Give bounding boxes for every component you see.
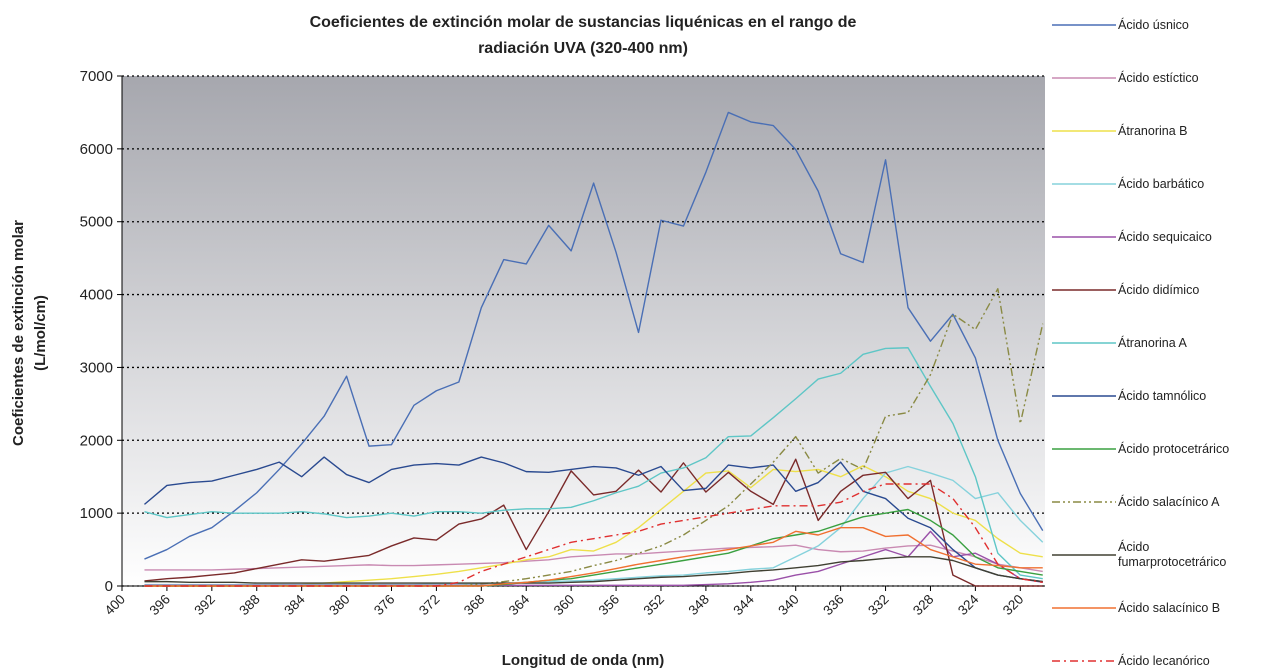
series-line [144, 347, 1043, 580]
x-tick-label: 372 [416, 592, 443, 619]
legend-entry: Ácido sequicaico [1052, 222, 1256, 252]
y-tick-label: 6000 [80, 141, 113, 158]
series-line [144, 456, 1043, 583]
legend-entry: Ácido fumarprotocetrárico [1052, 540, 1256, 570]
series-line [144, 544, 1043, 573]
legend-swatch [1052, 236, 1116, 238]
x-tick-label: 328 [910, 592, 937, 619]
x-tick-label: 332 [865, 592, 892, 619]
y-tick-label: 3000 [80, 359, 113, 376]
legend-label: Ácido salacínico B [1118, 600, 1221, 615]
series-line [144, 458, 1043, 587]
legend-entry: Ácido protocetrárico [1052, 434, 1256, 464]
x-tick-label: 396 [146, 592, 173, 619]
y-tick-label: 5000 [80, 214, 113, 231]
x-tick-label: 392 [191, 592, 218, 619]
legend-swatch [1052, 501, 1116, 503]
legend-entry: Ácido salacínico B [1052, 593, 1256, 623]
x-tick-label: 384 [281, 591, 308, 618]
legend-swatch [1052, 448, 1116, 450]
x-tick-label: 336 [820, 592, 847, 619]
x-tick-label: 380 [326, 592, 353, 619]
legend-swatch [1052, 77, 1116, 79]
legend-entry: Átranorina A [1052, 328, 1256, 358]
legend-entry: Ácido estíctico [1052, 63, 1256, 93]
legend-label: Ácido úsnico [1118, 17, 1189, 32]
legend-entry: Ácido úsnico [1052, 10, 1256, 40]
legend-label: Átranorina A [1118, 335, 1187, 350]
legend-label: Ácido estíctico [1118, 70, 1199, 85]
legend-entry: Ácido didímico [1052, 275, 1256, 305]
legend-swatch [1052, 130, 1116, 132]
legend-label: Ácido didímico [1118, 282, 1200, 297]
chart-title: Coeficientes de extinción molar de susta… [309, 14, 857, 57]
series-line [144, 483, 1043, 587]
legend-swatch [1052, 660, 1116, 662]
series-line [144, 111, 1044, 560]
plot-area [122, 76, 1045, 586]
legend-label: Átranorina B [1118, 123, 1188, 138]
series-line [144, 530, 1043, 586]
legend-entry: Átranorina B [1052, 116, 1256, 146]
x-tick-label: 320 [1000, 592, 1027, 619]
legend-label: Ácido protocetrárico [1118, 441, 1230, 456]
y-tick-label: 0 [105, 578, 113, 595]
legend-swatch [1052, 289, 1116, 291]
y-tick-label: 1000 [80, 505, 113, 522]
x-tick-label: 388 [236, 592, 263, 619]
legend-swatch [1052, 342, 1116, 344]
legend-entry: Ácido lecanórico [1052, 646, 1256, 672]
legend-entry: Ácido tamnólico [1052, 381, 1256, 411]
x-tick-label: 348 [685, 592, 712, 619]
series-line [144, 556, 1043, 584]
legend-swatch [1052, 607, 1116, 609]
x-axis-label: Longitud de onda (nm) [501, 652, 665, 669]
y-axis-label: Coeficientes de extinción molar (L/mol/c… [10, 220, 49, 446]
y-tick-label: 7000 [80, 68, 113, 85]
y-tick-label: 4000 [80, 287, 113, 304]
x-tick-label: 368 [461, 592, 488, 619]
series-line [144, 465, 1044, 586]
x-tick-label: 376 [371, 592, 398, 619]
x-tick-label: 400 [102, 592, 129, 619]
y-tick-label: 2000 [80, 432, 113, 449]
legend-label: Ácido tamnólico [1118, 388, 1207, 403]
legend-entry: Ácido salacínico A [1052, 487, 1256, 517]
legend-swatch [1052, 24, 1116, 26]
x-tick-label: 356 [596, 592, 623, 619]
legend-label: Ácido salacínico A [1118, 494, 1220, 509]
legend-label: Ácido barbático [1118, 176, 1205, 191]
legend-swatch [1052, 183, 1116, 185]
x-tick-label: 340 [775, 592, 802, 619]
legend-label: Ácido lecanórico [1118, 653, 1210, 668]
x-tick-label: 360 [551, 592, 578, 619]
x-tick-label: 352 [641, 592, 668, 619]
legend-swatch [1052, 554, 1116, 556]
legend-swatch [1052, 395, 1116, 397]
legend-label: Ácido sequicaico [1118, 229, 1212, 244]
x-tick-label: 364 [506, 591, 533, 618]
x-tick-label: 324 [955, 591, 982, 618]
legend-label: Ácido fumarprotocetrárico [1118, 540, 1227, 569]
legend-entry: Ácido barbático [1052, 169, 1256, 199]
x-tick-label: 344 [730, 591, 757, 618]
